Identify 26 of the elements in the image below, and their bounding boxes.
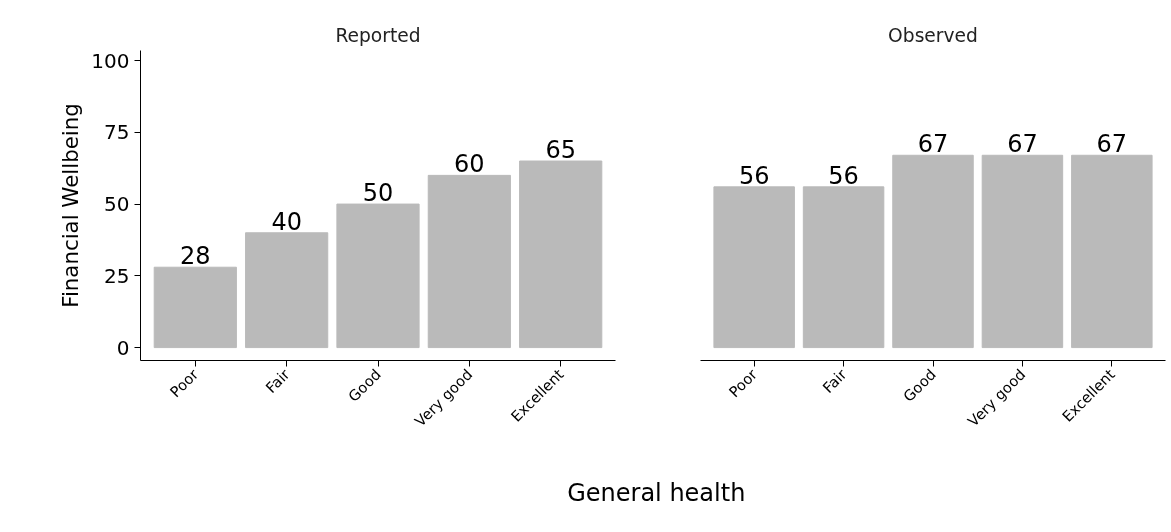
y-axis-title: Financial Wellbeing <box>58 103 84 308</box>
bar <box>427 174 511 349</box>
data-label: 56 <box>738 161 770 190</box>
data-label: 65 <box>545 136 576 165</box>
data-label: 50 <box>362 179 394 208</box>
chart-title: Reported <box>335 24 421 46</box>
data-label: 67 <box>917 130 949 159</box>
bar <box>153 266 237 349</box>
x-axis-title: General health <box>567 478 746 507</box>
bar <box>245 232 329 349</box>
y-tick-label: 50 <box>104 192 130 217</box>
data-label: 56 <box>828 161 859 190</box>
y-tick-label: 0 <box>116 335 130 360</box>
bar <box>519 160 603 349</box>
bar <box>336 203 420 349</box>
data-label: 28 <box>180 242 211 271</box>
data-label: 40 <box>271 207 302 236</box>
data-label: 67 <box>1007 130 1038 159</box>
y-tick-label: 75 <box>104 120 130 145</box>
x-tick-label: Fair <box>819 364 851 397</box>
y-tick-label: 25 <box>104 263 130 288</box>
y-tick-label: 100 <box>91 48 130 73</box>
chart-title: Observed <box>888 24 978 46</box>
data-label: 67 <box>1096 130 1128 159</box>
data-label: 60 <box>454 150 485 179</box>
x-tick-label: Fair <box>262 364 294 397</box>
